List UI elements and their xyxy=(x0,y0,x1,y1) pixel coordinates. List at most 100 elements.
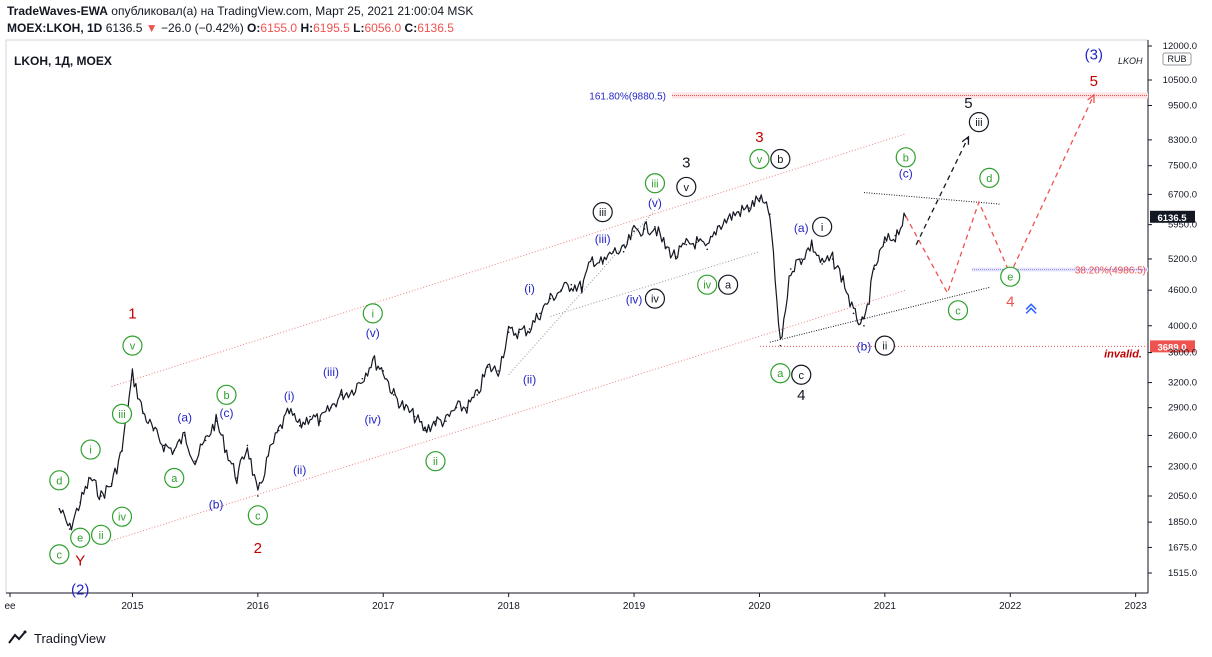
price-point xyxy=(382,370,385,372)
tradingview-logo-icon[interactable] xyxy=(8,630,30,646)
price-point xyxy=(277,429,280,432)
wave-label: b xyxy=(903,152,909,164)
wave-label-circle xyxy=(717,274,739,295)
price-point xyxy=(288,411,291,413)
wave-label: v xyxy=(130,341,136,353)
price-point xyxy=(183,434,186,437)
price-point xyxy=(215,420,217,422)
wave-label-circle xyxy=(90,524,112,545)
price-point xyxy=(581,286,583,289)
wave-label-circle xyxy=(216,384,237,405)
price-point xyxy=(298,425,301,427)
wave4-resistance-line xyxy=(863,192,1000,205)
wave-label: d xyxy=(986,173,992,185)
footer-brand[interactable]: TradingView xyxy=(34,630,106,646)
price-point xyxy=(351,389,353,392)
black-projection-path-arrowhead xyxy=(961,135,970,145)
price-point xyxy=(100,495,102,497)
wave-label: (c) xyxy=(899,167,913,181)
open-value: 6155.0 xyxy=(260,21,298,35)
wave-label-circle xyxy=(247,505,268,526)
wave-label-circle xyxy=(644,288,666,309)
invalidation-price-label: 3689.0 xyxy=(1157,342,1186,353)
price-point xyxy=(654,225,656,228)
wave-label: b xyxy=(223,390,229,402)
x-tick-label: 2017 xyxy=(372,601,395,612)
author-name[interactable]: TradeWaves-EWA xyxy=(7,4,108,18)
invalidation-price-badge xyxy=(1150,340,1195,353)
y-tick-label: 9500.0 xyxy=(1168,100,1197,111)
wave-label: c xyxy=(57,549,63,561)
wave-label: ii xyxy=(882,341,887,353)
price-point xyxy=(716,225,719,228)
price-point xyxy=(612,250,614,253)
y-tick-label: 3600.0 xyxy=(1168,348,1197,359)
x-tick-label: 2023 xyxy=(1125,601,1148,612)
price-point xyxy=(852,312,855,315)
price-point xyxy=(194,460,196,463)
wave-label: (i) xyxy=(524,281,535,295)
high-value: 6195.5 xyxy=(313,21,350,35)
price-point xyxy=(894,234,897,237)
x-tick-label: 2018 xyxy=(498,601,521,612)
price-point xyxy=(549,297,552,300)
price-point xyxy=(121,449,123,452)
change-arrow-icon: ▼ xyxy=(145,21,158,35)
wave-label-circle xyxy=(979,167,1000,188)
wave-label: iv xyxy=(703,280,711,292)
fib-levels: 161.80%(9880.5) 38.20%(4986.5) invalid. 368… xyxy=(589,91,1195,360)
low-label: L: xyxy=(353,21,365,35)
wave-label: c xyxy=(255,510,261,522)
price-point xyxy=(560,289,562,291)
wave-label-circle xyxy=(644,173,666,194)
channel-upper-line xyxy=(111,133,906,388)
wave-label-circle xyxy=(362,303,383,324)
red-projection-path xyxy=(905,94,1095,295)
price-point xyxy=(466,406,468,409)
y-tick-label: 4000.0 xyxy=(1168,321,1197,332)
price-point xyxy=(800,258,803,260)
y-tick-label: 8300.0 xyxy=(1168,135,1197,146)
wave-label: (iv) xyxy=(626,293,643,307)
price-point xyxy=(236,477,238,479)
publisher-line: TradeWaves-EWA опубликовал(а) на Trading… xyxy=(7,4,473,18)
open-label: O: xyxy=(247,21,261,35)
wave-label: iii xyxy=(975,117,982,129)
price-point xyxy=(413,415,416,418)
currency-label: RUB xyxy=(1167,54,1186,64)
wave-label-circle xyxy=(812,216,833,237)
y-tick-label: 2900.0 xyxy=(1168,403,1197,414)
price-point xyxy=(664,246,667,248)
price-point xyxy=(727,217,729,220)
price-point xyxy=(695,241,698,244)
price-point xyxy=(372,358,374,361)
invalidation-label: invalid. xyxy=(1104,348,1142,360)
wave4-support-line xyxy=(769,286,990,343)
price-point xyxy=(89,477,92,479)
price-point xyxy=(821,263,823,265)
wave-label-circle xyxy=(111,506,133,527)
price-point xyxy=(361,377,364,380)
price-point xyxy=(58,507,61,510)
price-point xyxy=(68,528,71,530)
wave-label-circle xyxy=(111,403,133,424)
price-point xyxy=(163,444,165,447)
wave-label-circle xyxy=(770,148,791,170)
wave-labels: (2)Ycediiiiiiivv1(a)ab(c)(b)c2(i)(ii)(ii… xyxy=(49,47,1103,598)
wave-label: (b) xyxy=(209,498,224,512)
watermark-symbol: LKOH xyxy=(1118,56,1143,66)
price-point xyxy=(884,241,886,244)
y-tick-label: 3200.0 xyxy=(1168,378,1197,389)
y-tick-label: 1850.0 xyxy=(1168,517,1197,528)
price-point xyxy=(831,258,834,260)
price-point xyxy=(591,258,594,260)
price-point xyxy=(570,283,573,286)
x-tick-label: 2015 xyxy=(121,601,144,612)
y-tick-label: 10500.0 xyxy=(1163,75,1197,86)
price-point xyxy=(507,331,510,334)
wave-label-circle xyxy=(122,335,143,356)
wave-label: (2) xyxy=(71,581,89,598)
fib-161-label: 161.80%(9880.5) xyxy=(589,91,666,102)
wave-label: 4 xyxy=(797,387,805,404)
